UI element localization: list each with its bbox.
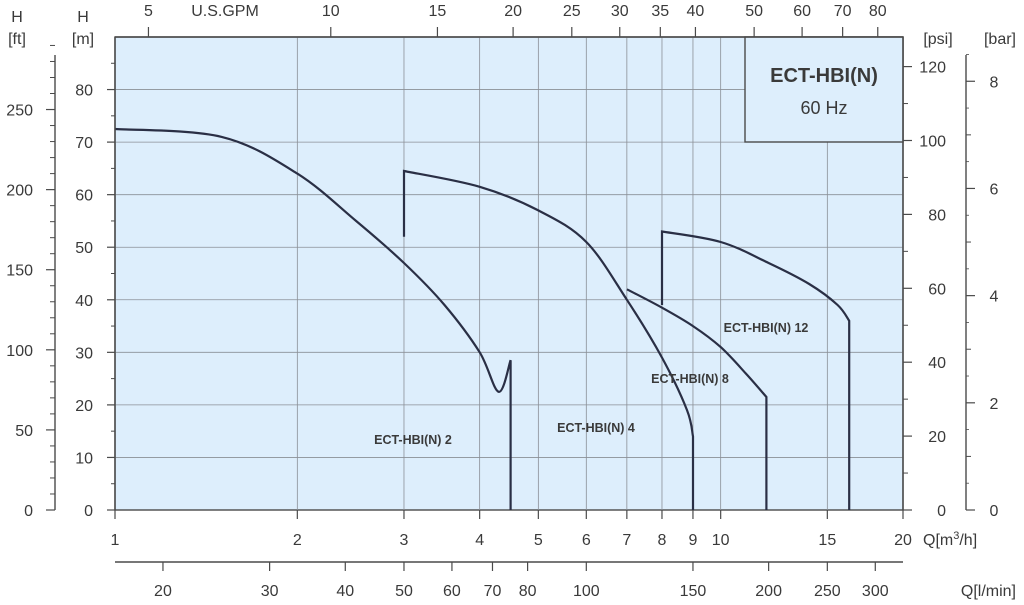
axis-bar-tick-label: 6 (990, 181, 999, 198)
axis-m-tick-label: 40 (75, 293, 93, 310)
curve-ect-hbi-n-8 (626, 288, 768, 510)
axis-ft-tick-label: 0 (24, 503, 33, 520)
axis-m3h-tick-label: 4 (475, 532, 484, 549)
axis-bar-tick-label: 2 (990, 396, 999, 413)
axis-bar-tick-label: 0 (990, 503, 999, 520)
curve-label-ect-hbi-n-12: ECT-HBI(N) 12 (724, 321, 809, 335)
axis-m3h-tick-label: 9 (689, 532, 698, 549)
axis-psi-tick-label: 0 (937, 503, 946, 520)
chart-title: ECT-HBI(N) (770, 65, 878, 87)
axis-m3h-tick-label: 6 (582, 532, 591, 549)
axis-gpm-tick-label: 30 (611, 3, 629, 20)
axis-lmin-tick-label: 40 (336, 583, 354, 600)
curve-ect-hbi-n-2 (114, 127, 512, 510)
axis-gpm-tick-label: 5 (144, 3, 153, 20)
axis-m3h-tick-label: 3 (400, 532, 409, 549)
axis-lmin-tick-label: 150 (680, 583, 707, 600)
axis-lmin-tick-label: 300 (862, 583, 889, 600)
axis-gpm-tick-label: 35 (651, 3, 669, 20)
axis-m3h-unit: Q[m3/h] (923, 530, 977, 549)
axis-m-tick-label: 0 (84, 503, 93, 520)
axis-m3h-tick-label: 20 (894, 532, 912, 549)
axis-lmin-tick-label: 200 (755, 583, 782, 600)
axis-lmin-tick-label: 100 (573, 583, 600, 600)
curve-ect-hbi-n-12 (660, 230, 851, 510)
axis-gpm-tick-label: 10 (322, 3, 340, 20)
axis-m-tick-label: 50 (75, 240, 93, 257)
axis-m-tick-label: 20 (75, 398, 93, 415)
axis-m-tick-label: 10 (75, 450, 93, 467)
axis-gpm-tick-label: 20 (504, 3, 522, 20)
axis-ft-tick-label: 250 (6, 103, 33, 120)
axis-ft-tick-label: 150 (6, 263, 33, 280)
axis-m-tick-label: 80 (75, 83, 93, 100)
axis-ft-tick-label: 100 (6, 343, 33, 360)
axis-ft-unit: [ft] (8, 31, 26, 48)
axis-m3h-tick-label: 10 (712, 532, 730, 549)
axis-psi-tick-label: 100 (919, 133, 946, 150)
axis-psi-tick-label: 80 (928, 207, 946, 224)
axis-lmin-tick-label: 50 (395, 583, 413, 600)
axis-gpm-tick-label: 60 (793, 3, 811, 20)
axis-lmin-tick-label: 250 (814, 583, 841, 600)
axis-m-unit-top: H (77, 9, 89, 26)
axis-gpm-tick-label: 25 (563, 3, 581, 20)
axis-m-tick-label: 70 (75, 135, 93, 152)
title-box (744, 36, 904, 143)
axis-m3h-tick-label: 7 (622, 532, 631, 549)
axis-m-unit: [m] (72, 31, 94, 48)
axis-m-tick-label: 60 (75, 188, 93, 205)
axis-lmin-tick-label: 60 (443, 583, 461, 600)
axis-gpm-unit: U.S.GPM (191, 3, 259, 20)
axis-gpm-tick-label: 15 (429, 3, 447, 20)
axis-psi-tick-label: 40 (928, 355, 946, 372)
axis-psi-unit: [psi] (923, 31, 952, 48)
curve-ect-hbi-n-4 (402, 169, 695, 510)
axis-lmin-tick-label: 80 (519, 583, 537, 600)
axis-psi-tick-label: 120 (919, 60, 946, 77)
curve-label-ect-hbi-n-2: ECT-HBI(N) 2 (374, 433, 452, 447)
axis-ft-unit-top: H (11, 9, 23, 26)
curve-label-ect-hbi-n-8: ECT-HBI(N) 8 (651, 372, 729, 386)
axis-lmin-tick-label: 20 (154, 583, 172, 600)
axis-lmin-unit: Q[l/min] (961, 583, 1016, 600)
axis-bar-tick-label: 8 (990, 74, 999, 91)
axis-bar-tick-label: 4 (990, 289, 999, 306)
axis-psi-tick-label: 20 (928, 429, 946, 446)
axis-lmin-tick-label: 30 (261, 583, 279, 600)
axis-gpm-tick-label: 70 (834, 3, 852, 20)
axis-m3h-tick-label: 2 (293, 532, 302, 549)
curve-label-ect-hbi-n-4: ECT-HBI(N) 4 (557, 421, 635, 435)
axis-lmin-tick-label: 70 (484, 583, 502, 600)
axis-gpm-tick-label: 50 (745, 3, 763, 20)
axis-bar-unit: [bar] (984, 31, 1016, 48)
chart-subtitle: 60 Hz (800, 98, 847, 118)
axis-m3h-tick-label: 8 (658, 532, 667, 549)
axis-gpm-tick-label: 80 (869, 3, 887, 20)
axis-m-tick-label: 30 (75, 345, 93, 362)
axis-m3h-tick-label: 15 (818, 532, 836, 549)
axis-psi-tick-label: 60 (928, 281, 946, 298)
axis-m3h-tick-label: 1 (111, 532, 120, 549)
axis-ft-tick-label: 200 (6, 183, 33, 200)
axis-gpm-tick-label: 40 (687, 3, 705, 20)
axis-ft-tick-label: 50 (15, 423, 33, 440)
axis-m3h-tick-label: 5 (534, 532, 543, 549)
